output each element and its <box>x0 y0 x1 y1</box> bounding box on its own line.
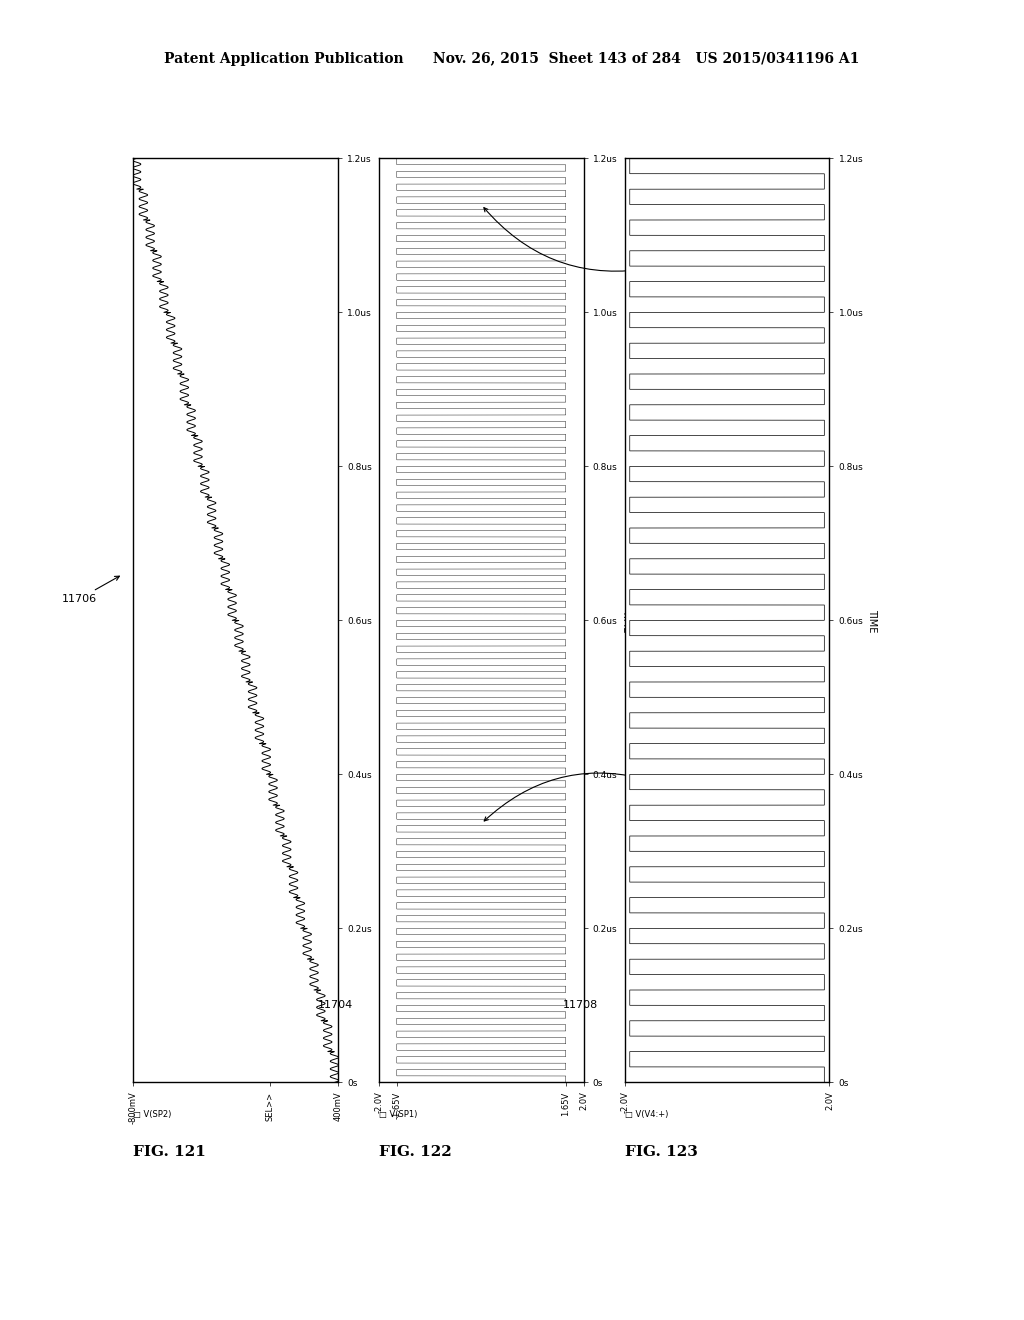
Text: 11704: 11704 <box>317 1001 352 1011</box>
Text: Patent Application Publication      Nov. 26, 2015  Sheet 143 of 284   US 2015/03: Patent Application Publication Nov. 26, … <box>164 53 860 66</box>
Text: 12202: 12202 <box>484 774 676 821</box>
Text: 11708: 11708 <box>563 1001 598 1011</box>
Y-axis label: TIME: TIME <box>867 609 878 632</box>
Text: 11706: 11706 <box>61 576 120 605</box>
Text: □ V(V4:+): □ V(V4:+) <box>625 1110 668 1119</box>
Text: □ V(SP1): □ V(SP1) <box>379 1110 417 1119</box>
Text: FIG. 123: FIG. 123 <box>625 1146 697 1159</box>
Text: FIG. 121: FIG. 121 <box>133 1146 206 1159</box>
Text: 12204: 12204 <box>484 207 676 272</box>
Y-axis label: TIME: TIME <box>376 609 386 632</box>
Text: □ V(SP2): □ V(SP2) <box>133 1110 171 1119</box>
Y-axis label: TIME: TIME <box>622 609 632 632</box>
Text: FIG. 122: FIG. 122 <box>379 1146 452 1159</box>
